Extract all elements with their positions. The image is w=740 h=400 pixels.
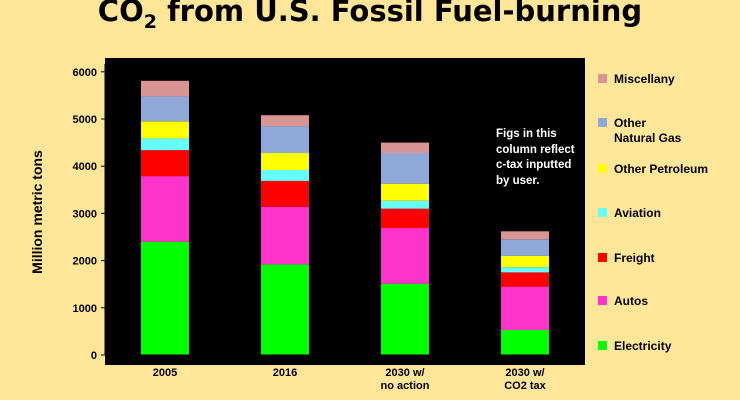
legend-label: Aviation [614,206,661,220]
legend: Miscellany Other Natural Gas Other Petrole… [598,0,738,400]
legend-label: Freight [614,251,655,265]
y-tick-label: 5000 [73,114,97,126]
bar-segment-aviation-2 [381,200,429,209]
legend-label: Autos [614,294,648,308]
y-tick-label: 4000 [73,161,97,173]
legend-swatch [598,296,607,305]
bar-segment-freight-1 [261,180,309,207]
legend-swatch [598,208,607,217]
legend-swatch [598,164,607,173]
bar-segment-aviation-0 [141,138,189,151]
bars-group [141,80,549,355]
bar-segment-electricity-3 [501,330,549,355]
bar-segment-miscellany-0 [141,80,189,97]
x-category-label: 2016 [273,367,297,379]
legend-item: Other Petroleum [598,162,708,177]
bar-segment-other-natural-gas-0 [141,96,189,122]
legend-swatch [598,118,607,127]
bar-segment-electricity-2 [381,283,429,355]
x-axis: 2005 2016 2030 w/no action 2030 w/CO2 tax [105,354,585,392]
bar-segment-other-petroleum-3 [501,255,549,268]
legend-swatch [598,74,607,83]
legend-swatch [598,253,607,262]
bar-segment-other-natural-gas-1 [261,126,309,153]
legend-label: Electricity [614,339,672,353]
legend-item: Aviation [598,206,661,221]
bar-segment-other-natural-gas-2 [381,153,429,184]
legend-item: Other Natural Gas [598,116,681,146]
bar-segment-electricity-0 [141,241,189,355]
x-category-label: 2030 w/no action [381,367,430,392]
bar-segment-electricity-1 [261,264,309,355]
bar-segment-other-natural-gas-3 [501,239,549,256]
y-tick-label: 0 [91,350,97,362]
y-tick-label: 1000 [73,303,97,315]
chart-title: CO2 from U.S. Fossil Fuel-burning [97,0,643,33]
bar-segment-miscellany-2 [381,142,429,153]
x-category-label: 2005 [153,367,177,379]
bar-segment-freight-3 [501,272,549,287]
legend-label: Other Petroleum [614,162,709,176]
bar-segment-miscellany-3 [501,231,549,240]
bar-segment-other-petroleum-1 [261,153,309,170]
x-category-label: 2030 w/CO2 tax [504,367,546,392]
legend-item: Electricity [598,339,671,354]
legend-item: Freight [598,251,655,266]
y-tick-label: 6000 [73,67,97,79]
legend-label: Miscellany [614,72,675,86]
y-tick-label: 2000 [73,256,97,268]
bar-segment-autos-3 [501,286,549,330]
bar-segment-aviation-3 [501,267,549,273]
legend-item: Miscellany [598,72,675,87]
bar-segment-freight-0 [141,150,189,177]
y-tick-label: 3000 [73,208,97,220]
bar-segment-autos-1 [261,206,309,265]
bar-segment-autos-2 [381,228,429,284]
y-axis: 0 1000 2000 3000 4000 5000 6000 [73,64,106,362]
legend-label: Other Natural Gas [614,116,682,145]
bar-segment-other-petroleum-0 [141,121,189,139]
legend-swatch [598,341,607,350]
bar-segment-freight-2 [381,208,429,229]
legend-item: Autos [598,294,648,309]
bar-segment-aviation-1 [261,170,309,181]
bar-segment-autos-0 [141,176,189,242]
bar-segment-miscellany-1 [261,115,309,127]
bar-segment-other-petroleum-2 [381,183,429,201]
annotation-note: Figs in this column reflect c-tax inputt… [496,128,575,187]
